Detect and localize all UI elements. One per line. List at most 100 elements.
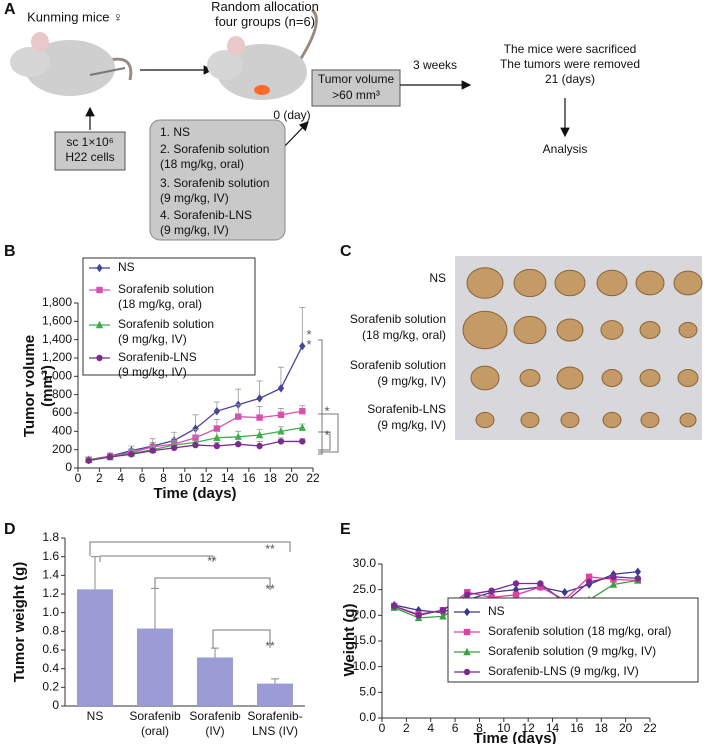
tumor xyxy=(556,366,584,390)
error-bar xyxy=(299,307,306,347)
y-tick-label: 10.0 xyxy=(353,659,377,673)
y-tick-label: 1,000 xyxy=(42,369,72,383)
tumor xyxy=(475,411,495,429)
y-tick-label: 1,400 xyxy=(42,332,72,346)
x-tick-label: 10 xyxy=(497,721,511,735)
x-tick-label: 14 xyxy=(546,721,560,735)
panel-label: E xyxy=(340,521,351,538)
marker xyxy=(213,425,221,432)
legend-label: Sorafenib solution (18 mg/kg, oral) xyxy=(488,624,671,638)
legend-label: Sorafenib solution (9 mg/kg, IV) xyxy=(118,317,214,346)
marker xyxy=(585,573,593,581)
group-item: 1. NS xyxy=(160,125,190,139)
x-tick-label: 6 xyxy=(452,721,459,735)
y-tick-label: 200 xyxy=(52,442,72,456)
start-day: 0 (day) xyxy=(273,108,310,122)
tumor-box-text: Tumor volume >60 mm³ xyxy=(318,72,395,102)
x-tick-label: Sorafenib (oral) xyxy=(129,709,181,738)
row-label: Sorafenib solution (18 mg/kg, oral) xyxy=(350,312,446,342)
x-tick-label: 12 xyxy=(522,721,536,735)
y-tick-label: 0 xyxy=(65,460,72,474)
tumor xyxy=(639,369,661,387)
y-tick-label: 1,600 xyxy=(42,314,72,328)
x-axis-label: Time (days) xyxy=(473,730,556,744)
x-tick-label: 18 xyxy=(595,721,609,735)
marker xyxy=(298,423,307,431)
mouse-illustration xyxy=(10,32,133,96)
x-tick-label: 2 xyxy=(403,721,410,735)
y-tick-label: 0.6 xyxy=(42,642,59,656)
x-tick-label: 22 xyxy=(643,721,657,735)
x-tick-label: 8 xyxy=(160,471,167,485)
tumor xyxy=(513,268,547,298)
y-tick-label: 1.4 xyxy=(42,568,59,582)
y-tick-label: 15.0 xyxy=(353,633,377,647)
x-tick-label: 4 xyxy=(427,721,434,735)
marker xyxy=(235,413,242,420)
x-tick-label: NS xyxy=(87,709,104,723)
marker xyxy=(463,628,471,636)
allocation-label: Random allocation four groups (n=6) xyxy=(211,0,319,29)
x-tick-label: 0 xyxy=(379,721,386,735)
error-bar xyxy=(211,647,219,658)
marker xyxy=(85,457,92,464)
marker xyxy=(213,442,221,450)
legend-box xyxy=(447,597,699,683)
marker xyxy=(512,591,520,598)
marker xyxy=(415,612,422,619)
bar xyxy=(197,657,233,706)
marker xyxy=(106,453,114,461)
marker xyxy=(512,580,520,587)
x-tick-label: 20 xyxy=(285,471,299,485)
marker xyxy=(256,442,263,450)
marker xyxy=(439,612,447,620)
significance-label: ** xyxy=(265,582,275,596)
tumor xyxy=(596,269,628,297)
x-tick-label: 18 xyxy=(264,471,278,485)
marker xyxy=(256,414,263,421)
panel-label: A xyxy=(4,1,16,18)
y-axis-label: Tumor volume(mm³) xyxy=(21,335,56,437)
marker xyxy=(192,441,199,449)
y-tick-label: 1.6 xyxy=(42,549,59,563)
significance-label: ** xyxy=(265,639,275,653)
marker xyxy=(537,583,544,591)
x-tick-label: 14 xyxy=(221,471,235,485)
y-tick-label: 0.4 xyxy=(42,661,59,675)
x-tick-label: Sorafenib-LNS (IV) xyxy=(247,709,302,738)
marker xyxy=(277,438,285,445)
legend-label: Sorafenib-LNS (9 mg/kg, IV) xyxy=(488,664,639,678)
marker xyxy=(390,602,398,610)
y-tick-label: 400 xyxy=(52,424,72,438)
x-tick-label: 22 xyxy=(306,471,320,485)
marker xyxy=(96,263,103,273)
y-tick-label: 25.0 xyxy=(353,582,377,596)
tumor xyxy=(513,315,547,345)
bar xyxy=(77,589,113,706)
marker xyxy=(234,432,242,441)
end-text: The mice were sacrificed The tumors were … xyxy=(500,42,640,86)
marker xyxy=(213,406,221,416)
tumor xyxy=(554,269,586,297)
y-tick-label: 600 xyxy=(52,405,72,419)
marker xyxy=(609,580,618,588)
row-label: Sorafenib solution (9 mg/kg, IV) xyxy=(350,358,446,388)
marker xyxy=(235,440,242,448)
tumor xyxy=(639,321,661,339)
tumor xyxy=(677,369,699,387)
tumor xyxy=(470,365,500,391)
tumor xyxy=(466,267,504,299)
marker xyxy=(488,587,495,594)
injection-box xyxy=(54,131,126,171)
tumor xyxy=(673,270,703,296)
y-tick-label: 1.2 xyxy=(42,586,59,600)
tumor xyxy=(556,318,584,342)
x-tick-label: 2 xyxy=(96,471,103,485)
marker xyxy=(95,320,104,329)
tumor xyxy=(601,369,623,387)
y-tick-label: 0.8 xyxy=(42,624,59,638)
duration-label: 3 weeks xyxy=(413,58,457,72)
marker xyxy=(561,588,568,597)
tumor-photo-content xyxy=(462,267,703,429)
tumor xyxy=(520,411,540,429)
